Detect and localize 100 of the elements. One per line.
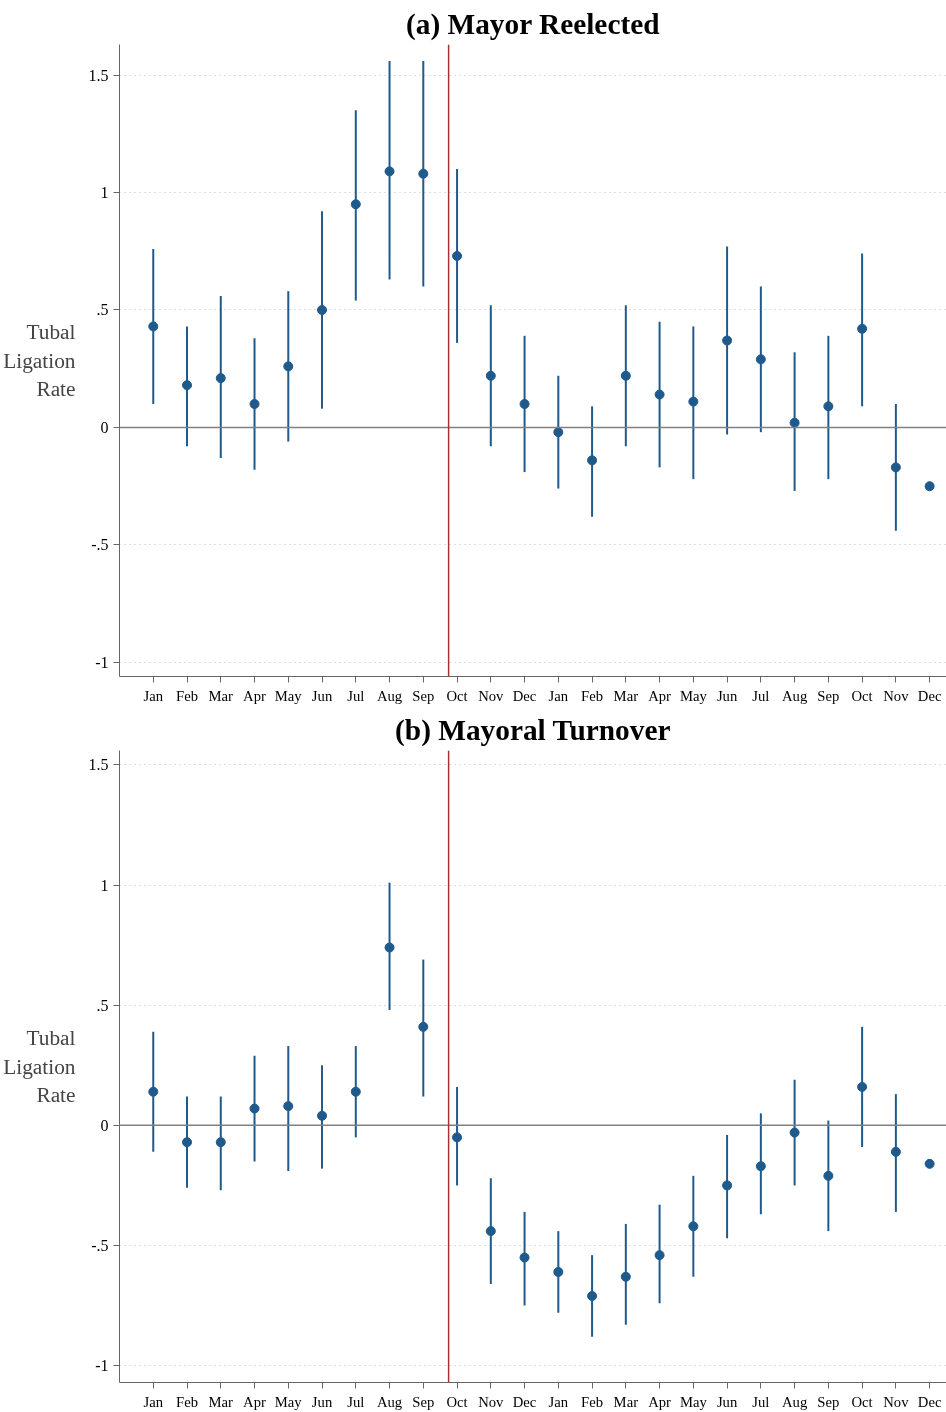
- x-tick-label: Feb: [176, 1393, 198, 1410]
- x-tick-label: Aug: [376, 1393, 403, 1410]
- point: [924, 481, 935, 492]
- x-tick-label: Jul: [752, 687, 770, 704]
- point: [688, 1221, 699, 1232]
- point: [823, 1170, 834, 1181]
- y-tick-label: -.5: [91, 1237, 109, 1255]
- point: [688, 396, 699, 407]
- x-tick-label: Nov: [478, 687, 505, 704]
- x-tick-label: Jul: [347, 687, 365, 704]
- x-tick-label: Oct: [851, 687, 873, 704]
- point: [722, 1180, 733, 1191]
- x-tick-label: Feb: [581, 1393, 604, 1410]
- x-tick-label: Feb: [581, 687, 604, 704]
- x-tick-label: Oct: [851, 1393, 873, 1410]
- y-tick-label: 1: [100, 184, 109, 202]
- y-tick-label: 0: [100, 418, 109, 436]
- x-tick-label: Aug: [781, 687, 808, 704]
- point: [857, 323, 868, 334]
- x-tick-label: Mar: [208, 687, 234, 704]
- x-tick-label: Mar: [208, 1393, 234, 1410]
- point: [452, 250, 463, 261]
- point: [182, 1137, 193, 1148]
- y-tick-label: -1: [95, 1357, 109, 1375]
- point: [789, 417, 800, 428]
- point: [215, 1137, 226, 1148]
- chart-title: (a) Mayor Reelected: [405, 7, 660, 41]
- y-tick-label: 1.5: [88, 66, 109, 84]
- x-tick-label: Dec: [917, 687, 942, 704]
- x-tick-label: Jun: [716, 687, 738, 704]
- x-tick-label: Aug: [376, 687, 403, 704]
- point: [182, 380, 193, 391]
- y-tick-label: -.5: [91, 536, 109, 554]
- x-tick-label: Dec: [512, 687, 537, 704]
- chart-title: (b) Mayoral Turnover: [395, 713, 671, 747]
- point: [148, 1086, 159, 1097]
- point: [249, 398, 260, 409]
- x-tick-label: Dec: [917, 1393, 942, 1410]
- x-tick-label: Apr: [243, 1393, 267, 1410]
- y-axis-title: Tubal Ligation Rate: [3, 1025, 76, 1108]
- x-tick-label: Jan: [143, 1393, 164, 1410]
- y-tick-label: .5: [96, 301, 109, 319]
- point: [350, 1086, 361, 1097]
- x-tick-label: Jun: [716, 1393, 738, 1410]
- point: [317, 305, 328, 315]
- point: [789, 1127, 800, 1138]
- x-tick-label: Dec: [512, 1393, 537, 1410]
- point: [384, 942, 395, 953]
- y-axis-title: Tubal Ligation Rate: [3, 319, 76, 402]
- x-tick-label: Jun: [311, 1393, 333, 1410]
- point: [384, 166, 395, 177]
- point: [722, 335, 733, 346]
- y-tick-label: .5: [96, 996, 109, 1014]
- y-tick-label: 0: [100, 1116, 109, 1134]
- x-tick-label: Jul: [752, 1393, 770, 1410]
- x-tick-label: Mar: [613, 687, 639, 704]
- point: [215, 373, 226, 384]
- point: [890, 1146, 901, 1157]
- x-tick-label: Sep: [412, 1393, 435, 1410]
- x-tick-label: Oct: [446, 687, 468, 704]
- x-tick-label: May: [679, 1393, 708, 1410]
- point: [755, 354, 766, 365]
- x-tick-label: Nov: [883, 1393, 910, 1410]
- point: [890, 462, 901, 473]
- x-tick-label: Apr: [648, 687, 672, 704]
- point: [249, 1103, 260, 1114]
- point: [587, 1291, 598, 1301]
- x-tick-label: May: [274, 1393, 303, 1410]
- point: [283, 1101, 294, 1112]
- point: [452, 1132, 463, 1143]
- point: [485, 1226, 496, 1237]
- point: [317, 1110, 328, 1121]
- x-tick-label: Apr: [243, 687, 267, 704]
- x-tick-label: Jan: [143, 687, 164, 704]
- x-tick-label: Feb: [176, 687, 198, 704]
- x-tick-label: Sep: [412, 687, 435, 704]
- x-tick-label: Oct: [446, 1393, 468, 1410]
- point: [519, 1252, 530, 1263]
- x-tick-label: Sep: [817, 1393, 840, 1410]
- x-tick-label: Aug: [781, 1393, 808, 1410]
- point: [620, 1271, 631, 1282]
- point: [620, 370, 631, 381]
- y-tick-label: 1: [100, 876, 109, 894]
- x-tick-label: May: [679, 687, 708, 704]
- x-tick-label: Nov: [478, 1393, 505, 1410]
- y-tick-label: 1.5: [88, 756, 109, 774]
- x-tick-label: Jan: [548, 687, 569, 704]
- x-tick-label: Apr: [648, 1393, 672, 1410]
- point: [148, 321, 159, 332]
- x-tick-label: Mar: [613, 1393, 639, 1410]
- x-tick-label: Jun: [311, 687, 333, 704]
- x-tick-label: May: [274, 687, 303, 704]
- point: [654, 1250, 665, 1261]
- point: [283, 361, 294, 372]
- point: [654, 389, 665, 400]
- y-tick-label: -1: [95, 653, 109, 671]
- point: [587, 455, 598, 466]
- point: [857, 1081, 868, 1092]
- x-tick-label: Nov: [883, 687, 910, 704]
- point: [755, 1161, 766, 1172]
